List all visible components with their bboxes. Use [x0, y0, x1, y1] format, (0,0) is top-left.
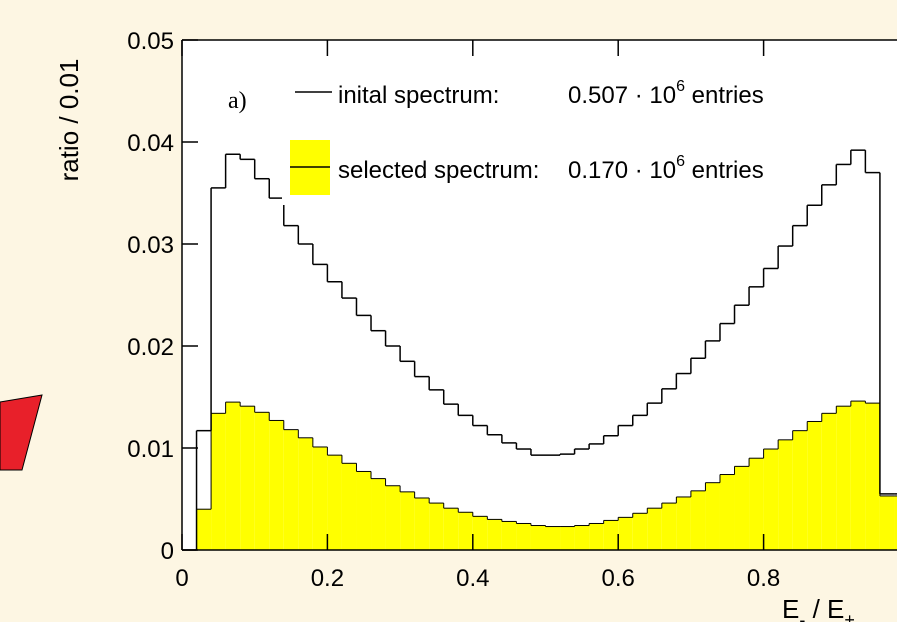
x-tick-label: 0 [175, 565, 188, 592]
histogram-bar [545, 526, 561, 550]
legend-label: inital spectrum: [338, 82, 499, 109]
histogram-bar [560, 526, 575, 550]
histogram-bar [530, 525, 546, 550]
unit: entries [692, 82, 764, 109]
histogram-bar [211, 413, 226, 550]
histogram-bar [865, 403, 880, 550]
y-tick-label: 0.04 [127, 130, 174, 157]
histogram-bar [269, 420, 284, 550]
histogram-bar [632, 513, 648, 550]
histogram-bar [821, 413, 837, 550]
y-tick-label: 0.01 [127, 436, 174, 463]
panel-label: a) [228, 88, 247, 114]
histogram-bar [225, 402, 241, 550]
x-label-part: E [782, 594, 799, 622]
x-label-sub: + [844, 610, 855, 622]
histogram-bar [501, 521, 517, 550]
legend-count: 0.507 · 106 entries [568, 78, 764, 109]
histogram-bar [516, 523, 531, 550]
y-axis-label: ratio / 0.01 [54, 59, 84, 182]
histogram-bar [719, 474, 735, 550]
x-tick-label: 0.8 [747, 565, 780, 592]
histogram-bar [661, 503, 677, 550]
histogram-bar [734, 466, 750, 550]
histogram-bar [312, 446, 328, 550]
histogram-bar [894, 495, 897, 550]
histogram-bar [807, 421, 822, 550]
histogram-bar [196, 509, 212, 550]
exponent: 6 [676, 153, 685, 170]
histogram-bar [443, 508, 459, 550]
histogram-bar [458, 512, 473, 550]
y-tick-label: 0.05 [127, 28, 174, 55]
histogram-bar [676, 496, 691, 550]
marks [182, 149, 897, 551]
y-tick-label: 0.02 [127, 334, 174, 361]
unit: entries [692, 157, 764, 184]
histogram-bar [298, 437, 313, 550]
histogram-bar [647, 508, 662, 550]
histogram-bar [792, 430, 808, 550]
histogram-bar [429, 503, 444, 550]
histogram-bar [400, 491, 415, 550]
histogram-bar [472, 516, 488, 550]
histogram-bar [240, 406, 255, 550]
histogram-bar [705, 482, 720, 550]
histogram-bar [763, 449, 779, 550]
histogram-bar [589, 523, 604, 550]
histogram-bar [385, 485, 401, 550]
y-tick-label: 0 [161, 538, 174, 565]
histogram-bar [749, 458, 764, 550]
histogram-bar [283, 429, 299, 550]
histogram-bar [327, 455, 342, 550]
histogram-bar [850, 401, 866, 550]
histogram-bar [574, 525, 590, 550]
histogram-bar [778, 439, 793, 550]
histogram-bar [603, 520, 619, 550]
x-tick-label: 0.2 [311, 565, 344, 592]
decoration [0, 394, 43, 471]
histogram-bar [690, 490, 706, 550]
histogram-bar [341, 463, 357, 550]
legend-count: 0.170 · 106 entries [568, 153, 764, 184]
x-tick-label: 0.6 [602, 565, 635, 592]
histogram-bar [414, 497, 430, 550]
histogram-bar [371, 478, 386, 550]
count: 0.170 · 10 [568, 157, 676, 184]
histogram-bar [487, 519, 502, 550]
histogram-bar [879, 495, 895, 550]
exponent: 6 [676, 78, 685, 95]
x-label-part: / E [805, 594, 844, 622]
legend-label: selected spectrum: [338, 157, 539, 184]
count: 0.507 · 10 [568, 82, 676, 109]
x-label-sub: - [799, 610, 805, 622]
y-tick-label: 0.03 [127, 232, 174, 259]
x-tick-label: 0.4 [456, 565, 489, 592]
x-axis-label: E- / E+ [782, 594, 855, 622]
histogram-bar [836, 406, 851, 550]
histogram-bar [356, 471, 372, 550]
histogram-bar [254, 412, 270, 550]
histogram-bar [618, 517, 633, 550]
